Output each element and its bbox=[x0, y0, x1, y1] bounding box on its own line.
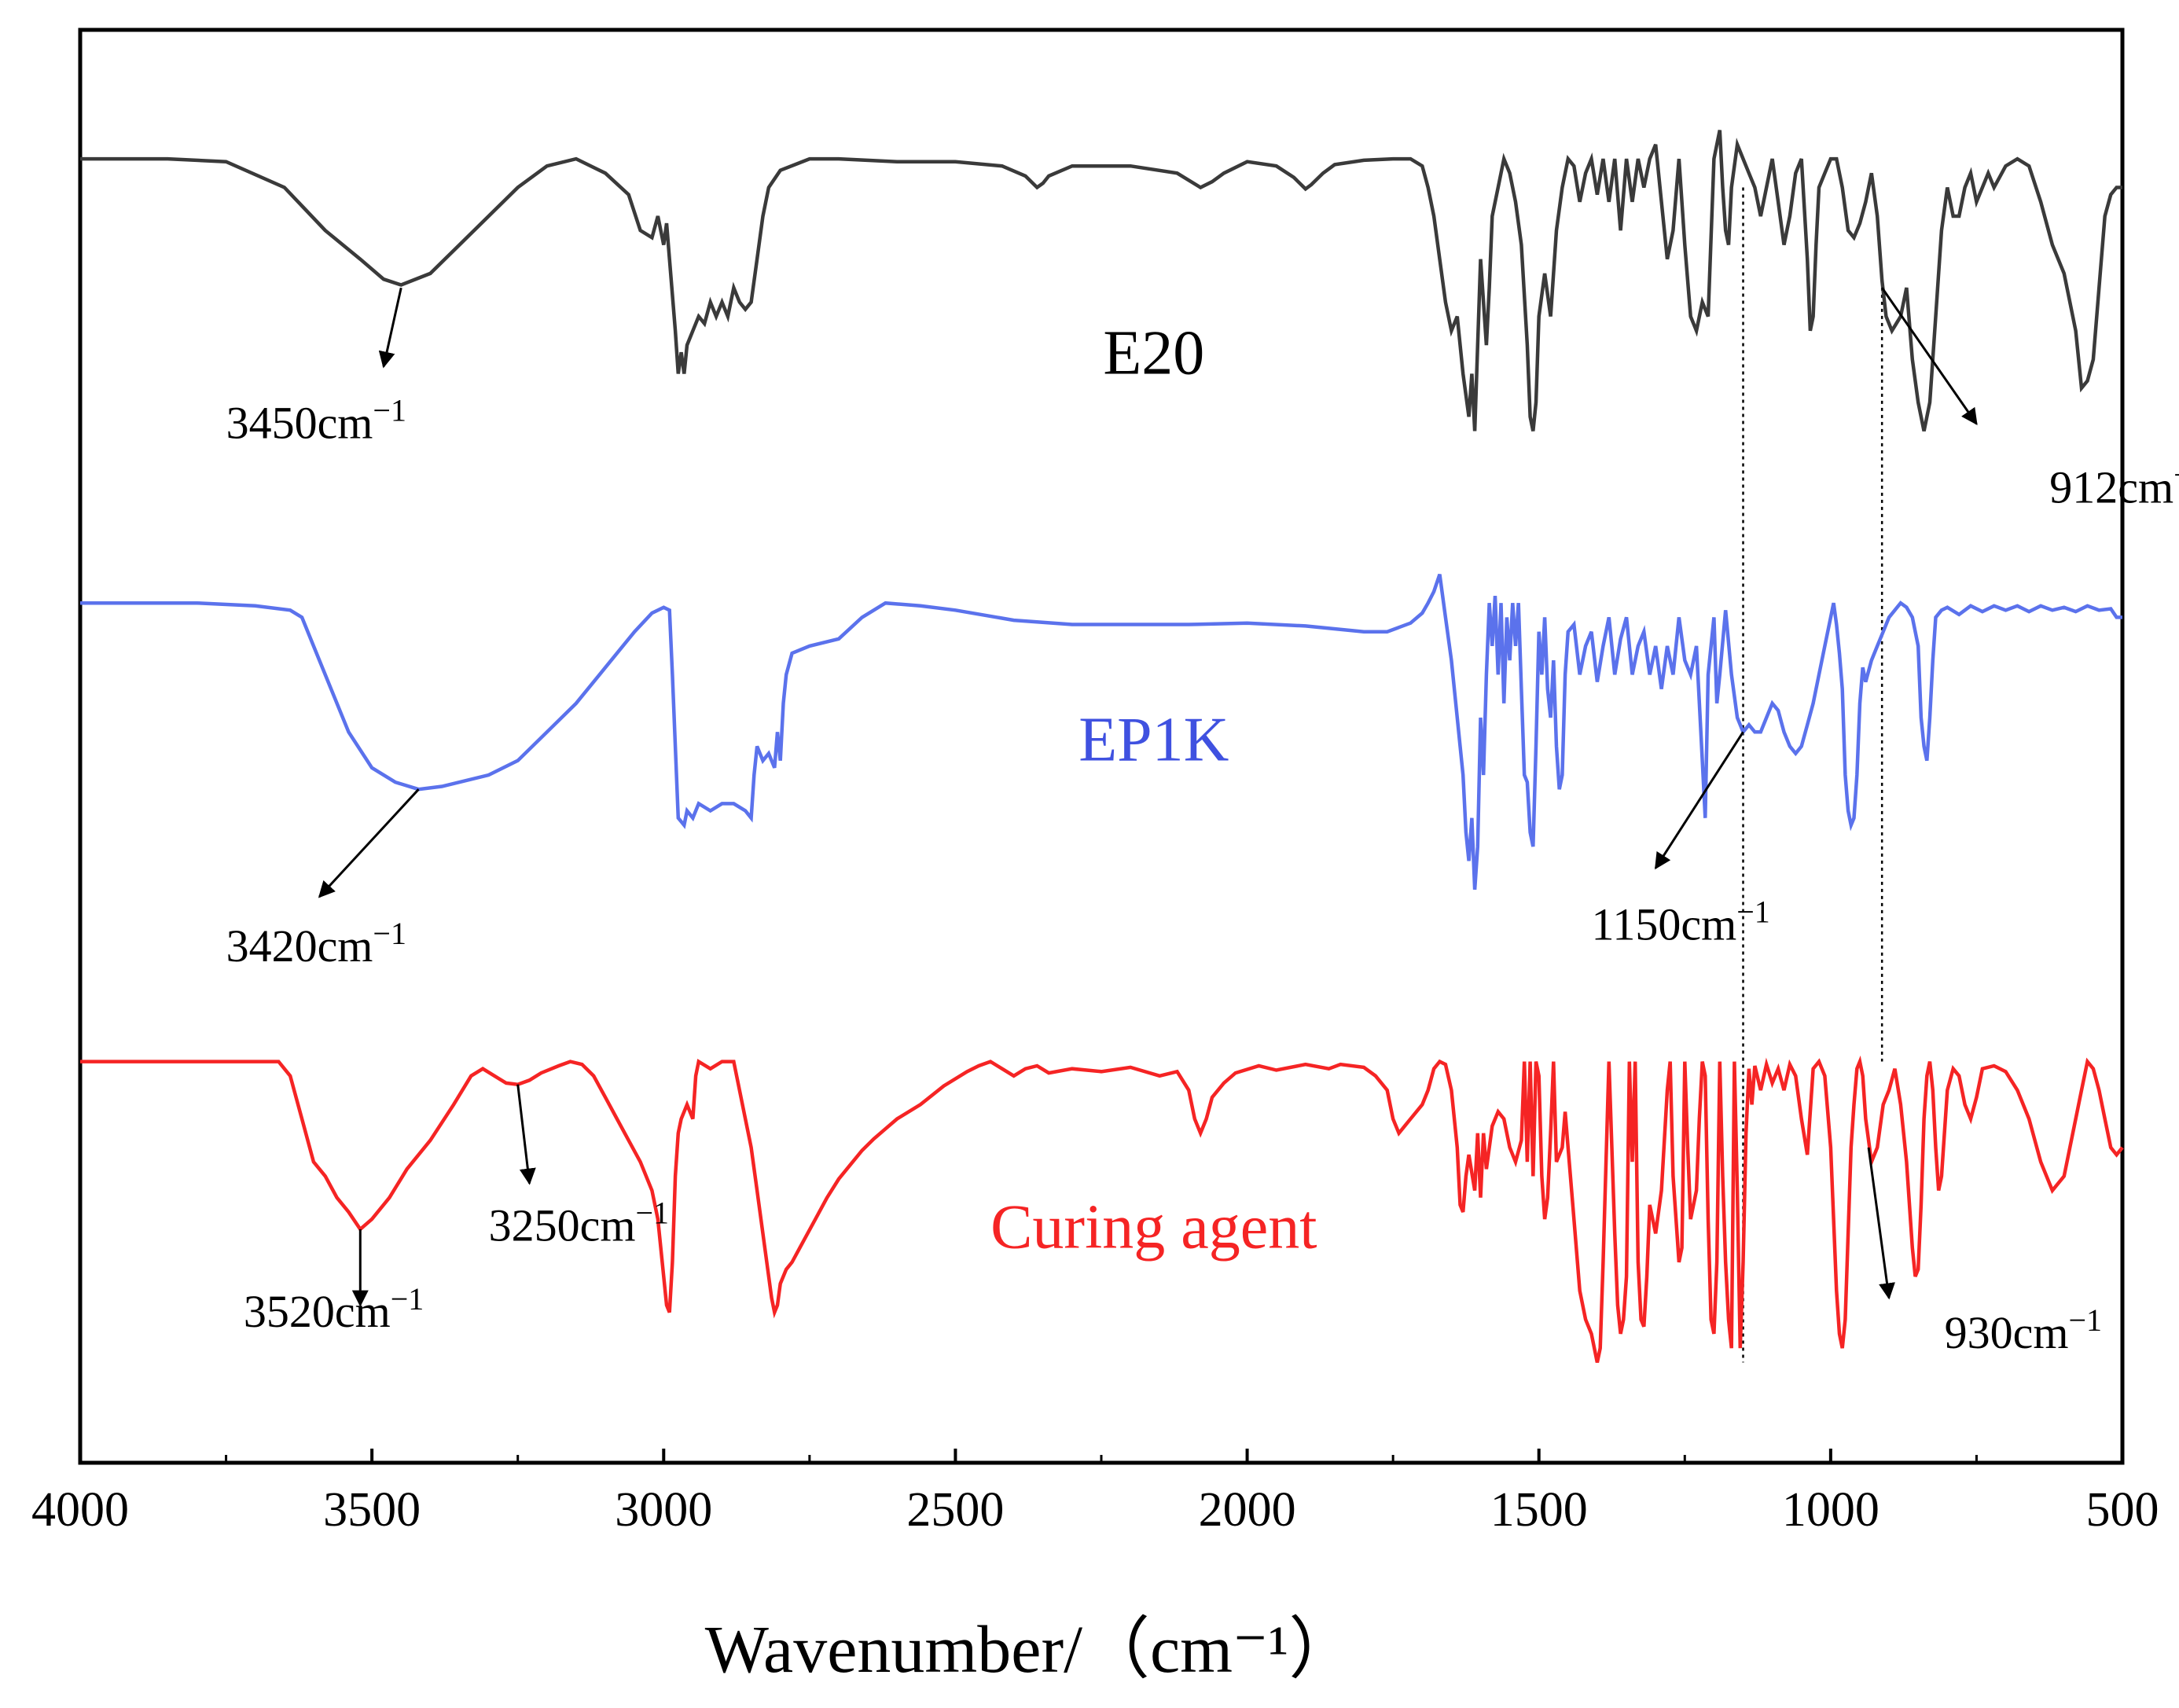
annotation-arrow-1150cm bbox=[1654, 731, 1744, 870]
x-tick-label-1000: 1000 bbox=[1782, 1483, 1880, 1537]
annotation-label-1150cm: 1150cm−1 bbox=[1592, 894, 1770, 950]
series-label-ep1k: EP1K bbox=[1078, 706, 1229, 775]
annotation-label-3450cm: 3450cm−1 bbox=[226, 393, 406, 449]
x-tick-label-1500: 1500 bbox=[1490, 1483, 1588, 1537]
annotation-arrow-3250cm bbox=[516, 1084, 536, 1185]
annotation-arrow-930cm bbox=[1867, 1147, 1895, 1300]
series-line-ep1k bbox=[80, 573, 2122, 890]
x-tick-label-3000: 3000 bbox=[615, 1483, 712, 1537]
series-line-e20 bbox=[80, 130, 2122, 432]
reference-lines bbox=[1742, 187, 1883, 1363]
x-tick-label-2500: 2500 bbox=[906, 1483, 1004, 1537]
annotation-label-930cm: 930cm−1 bbox=[1945, 1302, 2102, 1358]
x-tick-label-4000: 4000 bbox=[31, 1483, 129, 1537]
annotation-layer: 3450cm−1 912cm−1 3420cm−1 1150cm−1 3250cm−1 3… bbox=[226, 287, 2179, 1358]
x-axis-title: Wavenumber/（cm⁻¹） bbox=[705, 1611, 1356, 1687]
annotation-arrow-3450cm bbox=[378, 287, 402, 369]
x-axis-ticks: 4000 3500 3000 2500 2000 1500 1000 500 bbox=[31, 1449, 2159, 1537]
x-tick-label-2000: 2000 bbox=[1199, 1483, 1296, 1537]
series-layer bbox=[80, 130, 2124, 1363]
x-tick-label-500: 500 bbox=[2086, 1483, 2159, 1537]
series-label-curing-agent: Curing agent bbox=[990, 1193, 1317, 1262]
series-label-layer: E20 EP1K Curing agent bbox=[990, 319, 1317, 1262]
annotation-label-912cm: 912cm−1 bbox=[2049, 457, 2179, 513]
annotation-label-3520cm: 3520cm−1 bbox=[244, 1281, 424, 1337]
series-line-curing-agent bbox=[80, 1055, 2124, 1363]
annotation-label-3420cm: 3420cm−1 bbox=[226, 916, 406, 972]
annotation-label-3250cm: 3250cm−1 bbox=[489, 1195, 669, 1251]
series-label-e20: E20 bbox=[1103, 319, 1204, 388]
annotation-arrow-912cm bbox=[1880, 287, 1978, 426]
x-tick-label-3500: 3500 bbox=[323, 1483, 421, 1537]
annotation-arrow-3420cm bbox=[318, 788, 420, 898]
